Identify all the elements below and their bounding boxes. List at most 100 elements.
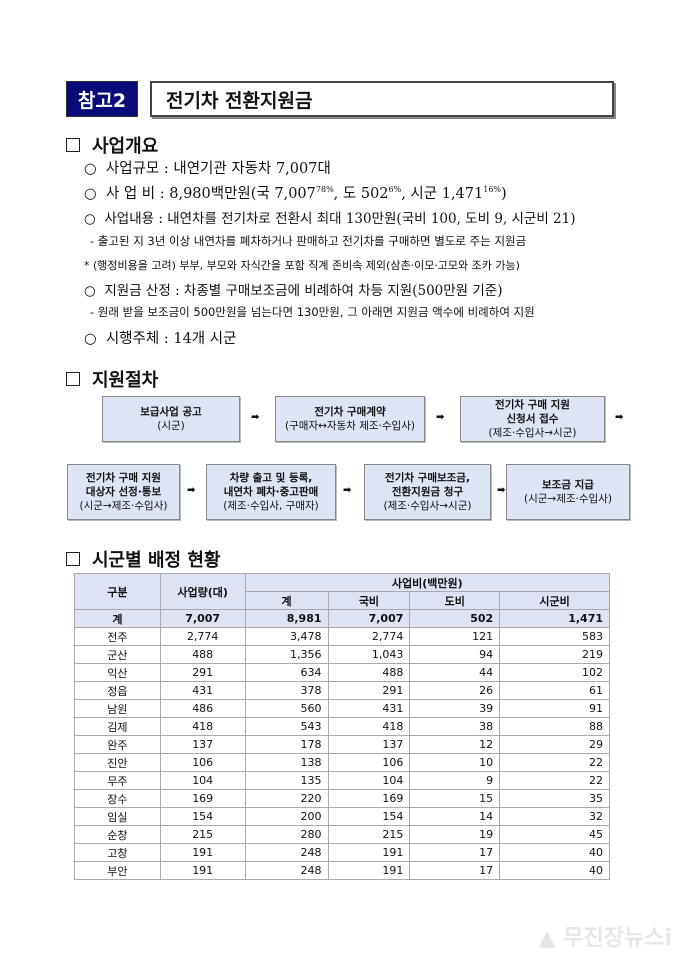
value-cell: 19 [409,825,501,844]
label: 사업규모 [105,161,160,177]
region-cell: 익산 [74,663,161,682]
step-subtitle: (제조·수입사→시군) [488,427,577,440]
value-cell: 135 [244,771,329,790]
arrow-right-icon: ➡ [615,412,624,423]
value-cell: 45 [499,825,610,844]
watermark-text: 무진장뉴스i [563,926,672,951]
value-cell: 138 [244,753,329,772]
table-row: 김제 418 543 418 38 88 [74,717,610,736]
value-cell: 488 [159,645,246,664]
value-cell: 431 [327,699,411,718]
value-cell: 94 [409,645,501,664]
step-title: 보조금 지급 [542,478,594,491]
procedure-step: 전기차 구매보조금, 전환지원금 청구 (제조·수입사→시군) [364,464,491,520]
col-header-region: 구분 [74,573,161,610]
value-cell: 22 [499,771,610,790]
region-cell: 임실 [74,807,161,826]
value-cell: 7,007 [327,609,411,628]
arrow-right-icon: ➡ [343,485,352,496]
overview-note-1: - 출고된 지 3년 이상 내연차를 폐차하거나 판매하고 전기차를 구매하면 … [90,234,527,248]
table-row: 장수 169 220 169 15 35 [74,789,610,808]
value-cell: 8,981 [244,609,329,628]
value-cell: 104 [327,771,411,790]
overview-line-scale: ○ 사업규모 : 내연기관 자동차 7,007대 [84,161,331,177]
value-cell: 29 [499,735,610,754]
heading-text: 시군별 배정 현황 [92,550,221,571]
col-header-province: 도비 [409,591,501,610]
col-header-national: 국비 [327,591,411,610]
region-cell: 남원 [74,699,161,718]
region-cell: 전주 [74,627,161,646]
overview-line-content: ○ 사업내용 : 내연차를 전기차로 전환시 최대 130만원(국비 100, … [84,211,576,227]
square-bullet-icon [66,138,80,152]
overview-heading: 사업개요 [66,132,158,158]
procedure-step: 보조금 지급 (시군→제조·수입사) [506,464,630,520]
step-title: 대상자 선정·통보 [85,485,162,498]
value-cell: 40 [499,843,610,862]
procedure-heading: 지원절차 [66,366,158,392]
value-cell: 61 [499,681,610,700]
value-cell: 3,478 [244,627,329,646]
square-bullet-icon [66,372,80,386]
region-cell: 고창 [74,843,161,862]
region-cell: 김제 [74,717,161,736]
value-cell: 169 [327,789,411,808]
value-cell: 291 [327,681,411,700]
value-cell: 106 [159,753,246,772]
value-cell: 178 [244,735,329,754]
step-subtitle: (구매자↔자동차 제조·수입사) [285,420,415,432]
step-title: 내연차 폐차·중고판매 [223,485,319,498]
value-cell: 32 [499,807,610,826]
value-cell: 1,471 [499,609,610,628]
heading-text: 지원절차 [92,370,159,391]
value-cell: 154 [327,807,411,826]
overview-note-2: * (행정비용을 고려) 부부, 부모와 자식간을 포함 직계 존비속 제외(삼… [84,259,520,272]
heading-text: 사업개요 [92,136,159,157]
value: , 도 502 [333,186,389,202]
value-cell: 1,356 [244,645,329,664]
col-header-cost: 사업비(백만원) [244,573,611,592]
table-row: 군산 488 1,356 1,043 94 219 [74,645,610,664]
region-cell: 군산 [74,645,161,664]
label: 지원금 산정 [104,283,171,299]
value-cell: 248 [244,843,329,862]
region-cell: 완주 [74,735,161,754]
value-cell: 1,043 [327,645,411,664]
value-cell: 104 [159,771,246,790]
value-cell: 35 [499,789,610,808]
procedure-step: 보급사업 공고 (시군) [102,396,240,442]
pct: 6% [388,185,402,195]
value-cell: 7,007 [159,609,246,628]
step-subtitle: (시군) [157,420,185,432]
value-cell: 15 [409,789,501,808]
region-cell: 진안 [74,753,161,772]
step-title: 전환지원금 청구 [391,485,464,498]
table-row: 익산 291 634 488 44 102 [74,663,610,682]
arrow-right-icon: ➡ [187,485,196,496]
value-cell: 291 [159,663,246,682]
table-row: 전주 2,774 3,478 2,774 121 583 [74,627,610,646]
table-row: 순창 215 280 215 19 45 [74,825,610,844]
region-cell: 순창 [74,825,161,844]
value-cell: 137 [159,735,246,754]
value-cell: 10 [409,753,501,772]
value-cell: 44 [409,663,501,682]
value-cell: 106 [327,753,411,772]
label: 사 업 비 [105,186,156,202]
table-row: 완주 137 178 137 12 29 [74,735,610,754]
step-subtitle: (시군→제조·수입사) [524,493,612,505]
value-cell: 9 [409,771,501,790]
value-cell: 17 [409,861,501,880]
value-cell: 583 [499,627,610,646]
table-row: 정읍 431 378 291 26 61 [74,681,610,700]
value-cell: 91 [499,699,610,718]
value-cell: 248 [244,861,329,880]
allocation-table: 구분 사업량(대) 사업비(백만원) 계 국비 도비 시군비 계 7,007 8,981 7,0… [74,573,611,880]
value-cell: 26 [409,681,501,700]
value-cell: 12 [409,735,501,754]
square-bullet-icon [66,552,80,566]
value: 차종별 구매보조금에 비례하여 차등 지원(500만원 기준) [183,283,503,299]
region-cell: 계 [74,609,161,628]
value: ) [501,186,507,202]
value-cell: 169 [159,789,246,808]
